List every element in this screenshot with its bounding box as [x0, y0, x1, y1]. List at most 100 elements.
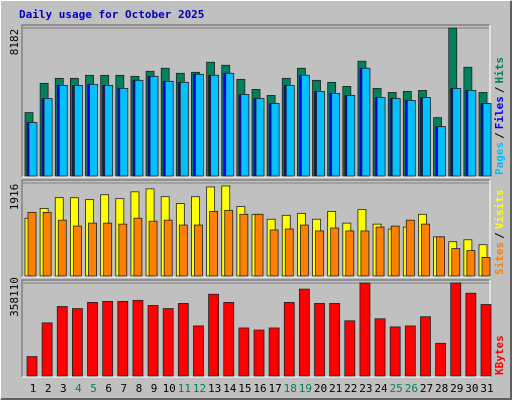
bar — [58, 84, 68, 177]
bar — [225, 72, 235, 177]
bar — [209, 210, 219, 277]
bar — [178, 224, 188, 277]
legend-entry: Files — [493, 96, 506, 129]
plot-border-light — [22, 25, 491, 178]
x-tick-label: 1 — [30, 382, 37, 395]
x-tick-label: 28 — [435, 382, 448, 395]
bar — [238, 327, 250, 377]
bar — [72, 308, 83, 377]
bar — [283, 302, 295, 377]
x-tick-label: 31 — [480, 382, 493, 395]
bar — [179, 81, 189, 177]
bar — [422, 97, 431, 177]
legend: Pages / Files / Hits — [493, 57, 506, 175]
x-tick-label: 18 — [284, 382, 297, 395]
bar — [73, 225, 82, 277]
bar — [346, 95, 356, 177]
bar — [149, 75, 159, 177]
bar — [360, 230, 370, 277]
bar — [315, 230, 324, 277]
plot-border-dark — [21, 279, 490, 377]
bar — [177, 303, 189, 377]
bar — [269, 229, 279, 277]
x-tick-label: 25 — [390, 382, 403, 395]
plot-border-dark — [21, 24, 490, 177]
x-tick-label: 20 — [314, 382, 327, 395]
bar — [298, 288, 310, 377]
bar — [316, 91, 325, 177]
bar — [270, 103, 280, 177]
x-tick-label: 4 — [75, 382, 82, 395]
x-tick-label: 5 — [90, 382, 97, 395]
bar — [27, 211, 37, 277]
legend-entry: Visits — [493, 190, 506, 230]
x-tick-label: 14 — [223, 382, 237, 395]
bar — [374, 318, 386, 377]
bar — [195, 73, 204, 177]
bar — [26, 356, 38, 377]
bar — [103, 222, 113, 277]
bar — [163, 219, 173, 277]
bar — [254, 213, 264, 277]
bar — [299, 224, 309, 277]
bar — [435, 342, 447, 377]
bar — [132, 299, 144, 377]
bar — [437, 126, 447, 177]
bar — [240, 94, 250, 177]
chart-title: Daily usage for October 2025 — [19, 8, 204, 21]
bar — [255, 98, 265, 177]
bar — [451, 248, 461, 277]
bar — [285, 84, 295, 177]
bar — [148, 220, 158, 277]
bar — [436, 236, 446, 277]
y-tick-label: 358110 — [8, 277, 21, 317]
legend-separator: / — [493, 86, 506, 93]
bar — [300, 74, 310, 177]
bar — [162, 308, 174, 377]
bar — [239, 213, 249, 277]
bar — [452, 88, 462, 177]
legend-separator: / — [493, 132, 506, 139]
legend: Sites / Visits — [493, 190, 506, 276]
bar — [376, 97, 386, 177]
bar — [134, 79, 144, 177]
legend-entry: KBytes — [493, 335, 506, 375]
bar — [57, 219, 67, 277]
bar — [331, 93, 341, 177]
bar — [391, 98, 401, 177]
bar — [43, 98, 53, 177]
bar — [420, 316, 431, 377]
bar — [88, 222, 97, 277]
bar — [223, 302, 235, 377]
x-tick-label: 15 — [238, 382, 251, 395]
x-tick-label: 7 — [120, 382, 127, 395]
bar — [87, 302, 98, 377]
bar — [421, 223, 430, 277]
bar — [404, 325, 416, 377]
x-tick-label: 9 — [151, 382, 158, 395]
bar — [330, 227, 340, 277]
x-tick-label: 29 — [450, 382, 463, 395]
bar — [450, 282, 462, 377]
bar — [56, 306, 68, 377]
bar — [208, 293, 220, 377]
bar — [42, 211, 52, 277]
x-tick-label: 30 — [465, 382, 478, 395]
bar — [119, 88, 129, 177]
bar — [210, 74, 220, 177]
bar — [375, 226, 385, 277]
bar — [359, 282, 371, 377]
bar — [480, 304, 492, 377]
bar — [314, 303, 325, 377]
legend-entry: Pages — [493, 142, 506, 175]
bar — [361, 67, 371, 177]
legend-separator: / — [493, 232, 506, 239]
plot-border-light — [22, 180, 491, 278]
bar — [89, 83, 98, 177]
x-tick-label: 23 — [359, 382, 372, 395]
bar — [117, 300, 129, 377]
x-tick-label: 16 — [253, 382, 266, 395]
